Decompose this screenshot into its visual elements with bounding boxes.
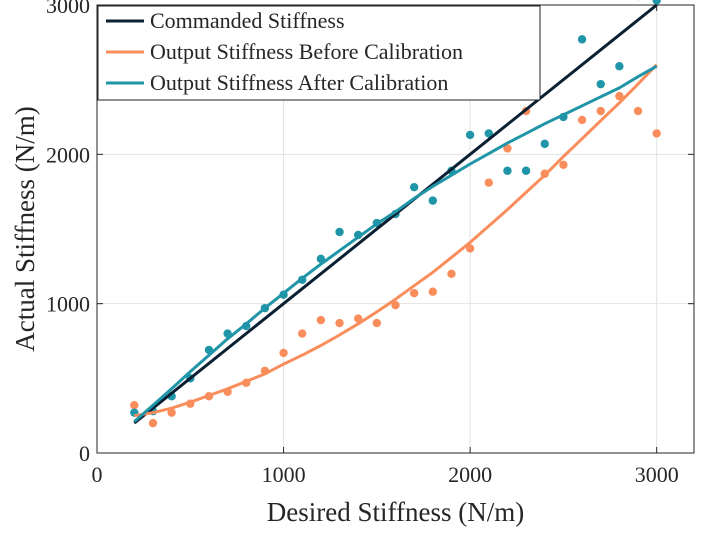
data-point [652, 129, 661, 138]
data-point [298, 329, 307, 338]
data-point [465, 130, 475, 140]
data-point [279, 348, 288, 358]
x-tick-label: 0 [92, 462, 103, 487]
data-point [167, 408, 176, 417]
x-tick-label: 1000 [262, 462, 306, 487]
data-point [540, 139, 549, 149]
y-tick-label: 2000 [46, 142, 90, 167]
y-tick-label: 0 [79, 441, 90, 466]
series-line-0 [133, 3, 658, 425]
data-point [652, 0, 661, 5]
legend: Commanded Stiffness Output Stiffness Befo… [97, 5, 541, 101]
data-point [577, 35, 587, 44]
legend-label: Output Stiffness Before Calibration [150, 39, 463, 64]
data-point [615, 62, 624, 71]
data-point [559, 160, 568, 169]
data-point [148, 418, 158, 428]
y-tick-label: 1000 [46, 292, 90, 317]
legend-label: Commanded Stiffness [150, 8, 345, 33]
y-axis-title: Actual Stiffness (N/m) [10, 106, 40, 351]
data-point [447, 269, 456, 278]
data-point [596, 106, 605, 116]
data-point [428, 196, 438, 205]
x-tick-label: 2000 [448, 462, 492, 487]
x-tick-label: 3000 [635, 462, 679, 487]
data-point [484, 129, 493, 138]
legend-box [97, 5, 541, 101]
data-point [503, 166, 512, 175]
legend-label: Output Stiffness After Calibration [150, 70, 448, 95]
data-point [316, 315, 326, 325]
x-axis-title: Desired Stiffness (N/m) [267, 497, 524, 527]
data-point [615, 91, 624, 101]
data-point [596, 79, 605, 89]
plot-series [130, 0, 661, 428]
data-point [465, 244, 475, 253]
axis-ticks: 0 1000 2000 3000 0 1000 2000 3000 [46, 0, 694, 487]
plot-frame [96, 4, 695, 454]
data-point [335, 227, 344, 237]
data-point [372, 318, 382, 328]
series-line-1 [134, 63, 658, 418]
data-point [428, 287, 438, 296]
data-point [633, 106, 643, 116]
data-point [335, 318, 344, 328]
data-point [577, 115, 587, 125]
data-point [484, 178, 493, 187]
data-point [521, 166, 531, 175]
data-point [391, 300, 400, 310]
data-point [130, 401, 139, 410]
data-point [503, 144, 512, 153]
y-tick-label: 3000 [46, 0, 90, 18]
data-point [409, 182, 419, 192]
data-point [409, 289, 419, 298]
series-line-2 [133, 64, 658, 423]
